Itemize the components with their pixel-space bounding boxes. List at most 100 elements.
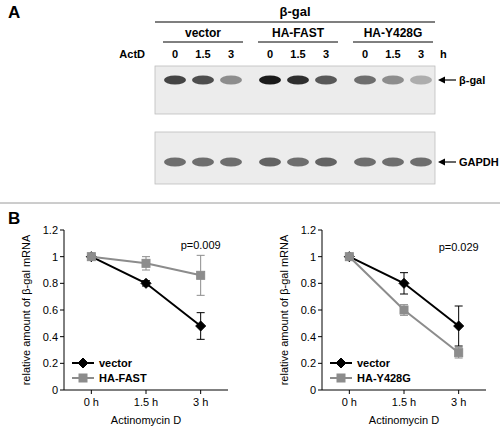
time-unit: h: [440, 48, 447, 60]
blot-membrane: [155, 132, 435, 184]
legend-label: vector: [357, 357, 391, 369]
error-bar: [197, 255, 205, 295]
series-line: [349, 257, 458, 353]
band-label: GAPDH: [459, 156, 499, 168]
error-cap: [197, 295, 205, 296]
x-tick-label: 0 h: [84, 396, 99, 408]
y-tick-label: 1.2: [301, 224, 316, 236]
marker: [400, 306, 408, 314]
band: [220, 76, 242, 85]
group-rule: [353, 42, 433, 43]
y-tick-label: 0.8: [301, 277, 316, 289]
error-cap: [197, 255, 205, 256]
y-tick-label: 0.4: [43, 331, 58, 343]
y-tick: [318, 230, 322, 231]
band: [382, 158, 404, 167]
error-cap: [400, 272, 408, 273]
band-label: β-gal: [459, 74, 485, 86]
legend: vector HA-Y428G: [330, 357, 411, 384]
probe-header: β-gal: [279, 4, 310, 19]
legend-label: HA-Y428G: [357, 372, 411, 384]
y-tick-label: 0.6: [43, 304, 58, 316]
y-axis-title: relative amount of β-gal mRNA: [20, 234, 32, 385]
band: [164, 158, 186, 167]
band: [315, 158, 337, 167]
error-bar: [142, 257, 150, 270]
x-tick: [458, 390, 459, 394]
band: [259, 76, 281, 85]
band: [382, 76, 404, 85]
error-cap: [455, 347, 463, 348]
x-tick: [349, 390, 350, 394]
error-bar: [197, 313, 205, 340]
x-tick-label: 1.5 h: [134, 396, 158, 408]
legend-marker: [79, 374, 87, 382]
y-tick: [318, 283, 322, 284]
error-cap: [400, 315, 408, 316]
y-tick: [318, 310, 322, 311]
treatment-label: ActD: [119, 48, 145, 60]
time-label: 0: [172, 48, 178, 60]
x-tick-label: 3 h: [451, 396, 466, 408]
annotation: p=0.029: [439, 241, 479, 253]
x-tick-label: 3 h: [193, 396, 208, 408]
marker: [141, 278, 151, 288]
y-tick-label: 1: [52, 251, 58, 263]
header-rule: [155, 21, 435, 22]
error-cap: [455, 306, 463, 307]
panel-label: B: [8, 209, 20, 228]
band: [220, 158, 242, 167]
x-tick: [91, 390, 92, 394]
y-tick: [60, 256, 64, 257]
time-label: 1.5: [195, 48, 210, 60]
x-tick-label: 1.5 h: [392, 396, 416, 408]
y-tick-label: 0.8: [43, 277, 58, 289]
blot-membrane: [155, 66, 435, 114]
band: [410, 76, 432, 85]
error-bar: [400, 273, 408, 294]
error-cap: [142, 256, 150, 257]
y-tick-label: 0.2: [43, 357, 58, 369]
legend-marker: [78, 358, 88, 368]
band: [259, 158, 281, 167]
marker: [345, 253, 353, 261]
y-tick-label: 0: [310, 384, 316, 396]
annotation: p=0.009: [181, 239, 221, 251]
y-tick-label: 0: [52, 384, 58, 396]
error-cap: [197, 312, 205, 313]
group-rule: [163, 42, 243, 43]
x-tick: [404, 390, 405, 394]
error-bar: [400, 305, 408, 316]
marker: [399, 278, 409, 288]
legend: vectorHA-FAST: [72, 357, 147, 384]
band: [287, 158, 309, 167]
y-tick: [60, 310, 64, 311]
group-label: HA-FAST: [272, 26, 325, 40]
y-tick: [318, 390, 322, 391]
error-cap: [455, 358, 463, 359]
error-cap: [400, 304, 408, 305]
group-label: vector: [185, 26, 221, 40]
x-axis-title: Actinomycin D: [369, 414, 439, 426]
arrow-head: [438, 77, 445, 84]
error-bar: [455, 347, 463, 358]
x-axis-title: Actinomycin D: [111, 414, 181, 426]
time-label: 0: [362, 48, 368, 60]
y-tick-label: 0.6: [301, 304, 316, 316]
series-line: [349, 257, 458, 326]
band: [354, 158, 376, 167]
panel-separator: [0, 203, 500, 204]
time-label: 3: [418, 48, 424, 60]
marker: [454, 321, 464, 331]
panel-label: A: [8, 3, 20, 22]
marker: [196, 321, 206, 331]
series-line: [91, 257, 200, 276]
arrow-head: [438, 159, 445, 166]
series-line: [91, 257, 200, 326]
error-cap: [400, 294, 408, 295]
marker: [87, 253, 95, 261]
marker: [344, 252, 354, 262]
y-tick-label: 1.2: [43, 224, 58, 236]
y-axis-title: relative amount of β-gal mRNA: [278, 234, 290, 385]
y-tick: [60, 283, 64, 284]
